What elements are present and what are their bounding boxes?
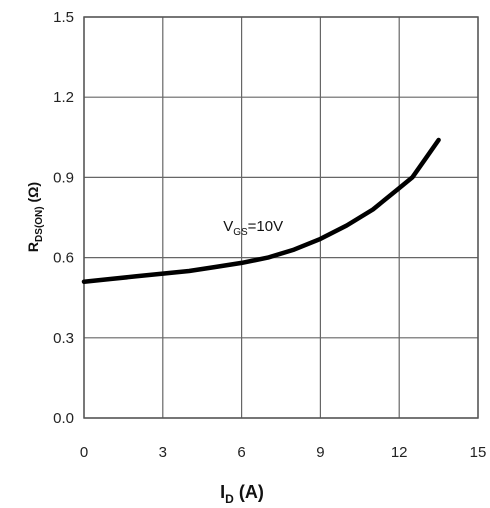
y-axis-label: RDS(ON) (Ω) [25, 182, 45, 252]
series-line-rdson [81, 137, 441, 284]
x-tick-label: 0 [80, 444, 88, 461]
y-tick-label: 0.6 [53, 250, 74, 267]
y-tick-label: 1.2 [53, 89, 74, 106]
y-tick-label: 0.9 [53, 169, 74, 186]
y-tick-label: 1.5 [53, 9, 74, 26]
x-tick-label: 3 [159, 444, 167, 461]
x-tick-label: 9 [316, 444, 324, 461]
x-tick-label: 6 [237, 444, 245, 461]
x-tick-labels: 0 3 6 9 12 15 [80, 444, 487, 461]
annotation-vgs: VGS=10V [223, 218, 283, 238]
x-tick-label: 12 [391, 444, 408, 461]
annotation-subscript: GS [233, 227, 248, 238]
y-tick-label: 0.0 [53, 410, 74, 427]
y-tick-label: 0.3 [53, 330, 74, 347]
plot-frame [83, 16, 479, 419]
y-tick-labels: 0.0 0.3 0.6 0.9 1.2 1.5 [53, 9, 74, 427]
x-axis-label: ID (A) [220, 482, 264, 506]
x-tick-label: 15 [470, 444, 487, 461]
